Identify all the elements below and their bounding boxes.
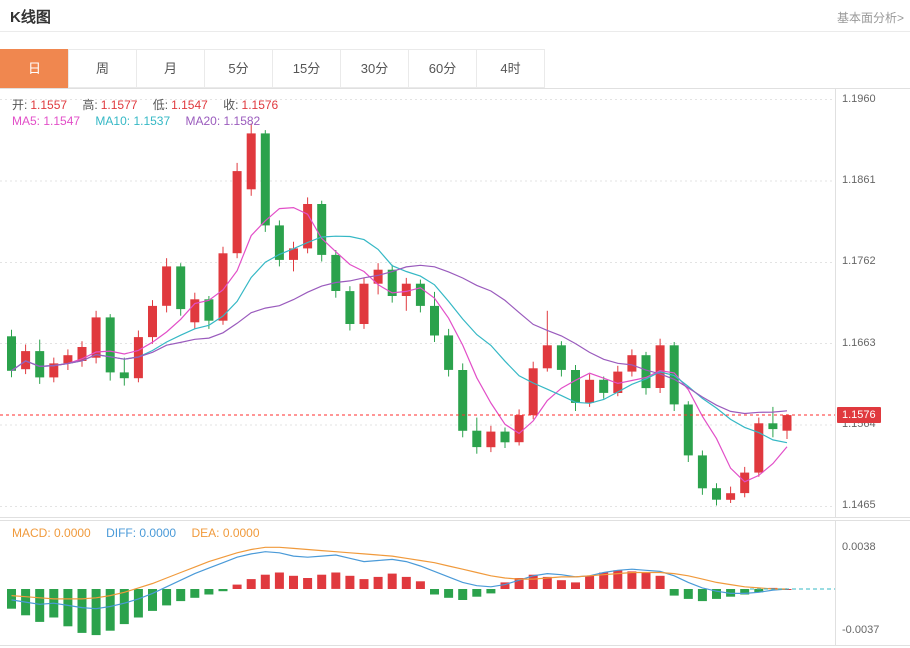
tab-30min[interactable]: 30分 (340, 49, 409, 88)
page-title: K线图 (10, 9, 51, 26)
price-axis-label: 1.1960 (842, 93, 876, 105)
high-value: 高: 1.1577 (82, 98, 138, 112)
header: K线图 基本面分析> (0, 0, 910, 32)
ma20-value: MA20: 1.1582 (185, 114, 261, 128)
dea-value: DEA: 0.0000 (191, 526, 260, 540)
tab-4hour[interactable]: 4时 (476, 49, 545, 88)
tab-60min[interactable]: 60分 (408, 49, 477, 88)
close-value: 收: 1.1576 (223, 98, 279, 112)
candlestick-chart-svg[interactable] (0, 89, 835, 517)
price-axis-label: 1.1663 (842, 337, 876, 349)
tab-5min[interactable]: 5分 (204, 49, 273, 88)
diff-value: DIFF: 0.0000 (106, 526, 177, 540)
current-price-badge: 1.1576 (837, 407, 881, 423)
price-axis-label: 1.1465 (842, 499, 876, 511)
price-axis-label: 1.1861 (842, 174, 876, 186)
tab-month[interactable]: 月 (136, 49, 205, 88)
pane-divider (0, 517, 910, 521)
macd-axis: 0.0038 -0.0037 (836, 521, 910, 646)
open-value: 开: 1.1557 (12, 98, 68, 112)
tab-15min[interactable]: 15分 (272, 49, 341, 88)
ma5-value: MA5: 1.1547 (12, 114, 81, 128)
ma-info: MA5: 1.1547 MA10: 1.1537 MA20: 1.1582 (12, 114, 272, 128)
tab-week[interactable]: 周 (68, 49, 137, 88)
macd-pane[interactable]: MACD: 0.0000 DIFF: 0.0000 DEA: 0.0000 (0, 521, 836, 646)
ma10-value: MA10: 1.1537 (95, 114, 171, 128)
macd-axis-label-bottom: -0.0037 (842, 624, 880, 636)
chart-region: 开: 1.1557 高: 1.1577 低: 1.1547 收: 1.1576 MA5:… (0, 88, 910, 646)
price-axis: 1.1960 1.1861 1.1762 1.1663 1.1564 1.146… (836, 89, 910, 517)
macd-axis-label-top: 0.0038 (842, 541, 876, 553)
fundamental-analysis-link[interactable]: 基本面分析> (836, 11, 904, 25)
low-value: 低: 1.1547 (152, 98, 208, 112)
price-axis-label: 1.1762 (842, 255, 876, 267)
candlestick-pane[interactable]: 开: 1.1557 高: 1.1577 低: 1.1547 收: 1.1576 MA5:… (0, 89, 836, 517)
tab-day[interactable]: 日 (0, 49, 69, 88)
macd-info: MACD: 0.0000 DIFF: 0.0000 DEA: 0.0000 (12, 526, 272, 540)
macd-value: MACD: 0.0000 (12, 526, 91, 540)
period-tabbar: 日 周 月 5分 15分 30分 60分 4时 (0, 49, 545, 88)
ohlc-info: 开: 1.1557 高: 1.1577 低: 1.1547 收: 1.1576 (12, 96, 290, 113)
macd-chart-svg[interactable] (0, 521, 835, 646)
